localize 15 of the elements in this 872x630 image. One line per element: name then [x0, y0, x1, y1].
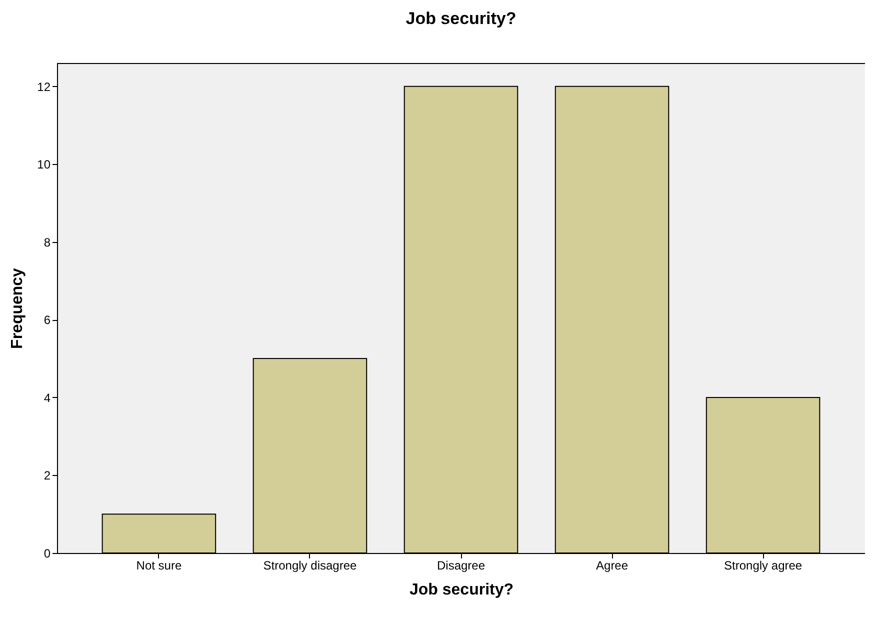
y-tick-label: 4	[44, 390, 51, 405]
x-axis-title: Job security?	[409, 582, 514, 598]
y-tick-label: 2	[44, 468, 51, 483]
y-tick-label: 8	[44, 235, 51, 250]
x-tick-label: Agree	[596, 558, 628, 572]
y-tick-label: 12	[37, 80, 51, 94]
x-tick-label: Disagree	[436, 558, 486, 572]
x-tick-label: Strongly disagree	[263, 558, 357, 572]
x-tick-label: Strongly agree	[724, 558, 802, 572]
y-tick-label: 10	[37, 158, 51, 172]
y-tick-label: 6	[44, 313, 51, 328]
x-tick-label: Not sure	[136, 558, 182, 572]
y-axis-title: Frequency	[9, 268, 26, 349]
chart-title: Job security?	[406, 9, 516, 28]
y-tick-label: 0	[44, 546, 51, 560]
